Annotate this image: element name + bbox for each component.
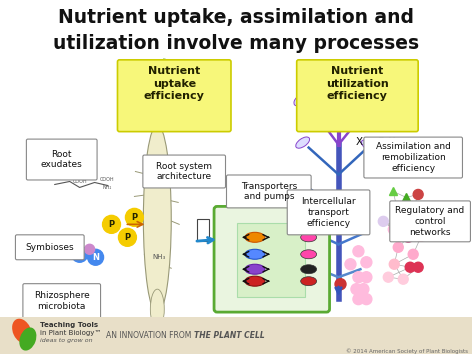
Circle shape	[421, 209, 431, 219]
FancyBboxPatch shape	[197, 219, 209, 241]
Text: N: N	[92, 253, 99, 262]
Ellipse shape	[61, 288, 79, 300]
Circle shape	[361, 257, 372, 268]
Circle shape	[408, 249, 418, 259]
Circle shape	[353, 246, 364, 257]
Circle shape	[413, 190, 423, 200]
Text: Assimilation and
remobilization
efficiency: Assimilation and remobilization efficien…	[376, 142, 451, 173]
Circle shape	[405, 262, 415, 272]
Circle shape	[72, 246, 88, 262]
Ellipse shape	[245, 249, 265, 259]
Text: Symbioses: Symbioses	[26, 243, 74, 252]
Ellipse shape	[362, 140, 375, 151]
Ellipse shape	[301, 265, 317, 274]
Ellipse shape	[245, 264, 265, 274]
Text: Root
exudates: Root exudates	[41, 150, 82, 169]
FancyBboxPatch shape	[390, 201, 470, 242]
Text: N: N	[76, 250, 83, 259]
FancyBboxPatch shape	[16, 235, 84, 260]
FancyBboxPatch shape	[297, 60, 418, 132]
Circle shape	[388, 224, 398, 234]
Circle shape	[413, 262, 423, 272]
Text: AN INNOVATION FROM: AN INNOVATION FROM	[106, 331, 194, 340]
Circle shape	[126, 208, 143, 226]
Circle shape	[88, 249, 103, 265]
Circle shape	[383, 272, 393, 282]
Circle shape	[345, 259, 356, 270]
Text: Teaching Tools: Teaching Tools	[40, 322, 98, 328]
Ellipse shape	[301, 277, 317, 286]
Text: Root system
architecture: Root system architecture	[156, 162, 212, 181]
Text: Regulatory and
control
networks: Regulatory and control networks	[395, 206, 465, 237]
Circle shape	[353, 272, 364, 283]
Circle shape	[393, 209, 403, 219]
Ellipse shape	[12, 319, 32, 343]
FancyBboxPatch shape	[143, 155, 226, 188]
Circle shape	[389, 259, 399, 269]
Circle shape	[335, 279, 346, 290]
Circle shape	[416, 231, 426, 241]
Ellipse shape	[296, 137, 310, 148]
Text: utilization involve many processes: utilization involve many processes	[53, 34, 419, 53]
Text: NH₂: NH₂	[103, 185, 112, 190]
Text: P: P	[124, 233, 130, 242]
Circle shape	[361, 272, 372, 283]
Circle shape	[353, 294, 364, 305]
Text: P: P	[131, 213, 137, 222]
Circle shape	[85, 244, 95, 254]
Text: Nutrient
uptake
efficiency: Nutrient uptake efficiency	[144, 66, 205, 102]
Ellipse shape	[365, 97, 379, 109]
Text: X → R-X →: X → R-X →	[356, 137, 407, 147]
Text: P: P	[109, 220, 115, 229]
Text: Nutrient uptake, assimilation and: Nutrient uptake, assimilation and	[58, 8, 414, 27]
Text: Rhizosphere
microbiota: Rhizosphere microbiota	[34, 291, 90, 311]
Text: COOH: COOH	[47, 176, 62, 181]
Text: © 2014 American Society of Plant Biologists: © 2014 American Society of Plant Biologi…	[346, 348, 468, 354]
Ellipse shape	[301, 233, 317, 242]
Ellipse shape	[301, 250, 317, 259]
Bar	[0, 317, 472, 354]
FancyBboxPatch shape	[27, 139, 97, 180]
FancyBboxPatch shape	[287, 190, 370, 235]
Circle shape	[118, 228, 137, 246]
Ellipse shape	[245, 232, 265, 242]
Text: Intercellular
transport
efficiency: Intercellular transport efficiency	[301, 197, 356, 228]
Ellipse shape	[143, 125, 171, 314]
Text: COOH: COOH	[100, 178, 115, 182]
Circle shape	[102, 215, 120, 233]
Circle shape	[408, 204, 418, 214]
Text: in Plant Biology™: in Plant Biology™	[40, 330, 101, 336]
Ellipse shape	[150, 289, 164, 329]
Circle shape	[378, 217, 388, 226]
Ellipse shape	[245, 276, 265, 286]
Circle shape	[403, 232, 413, 242]
FancyBboxPatch shape	[227, 175, 311, 208]
FancyBboxPatch shape	[364, 137, 463, 178]
Circle shape	[393, 242, 403, 252]
Ellipse shape	[294, 93, 308, 106]
FancyBboxPatch shape	[214, 206, 329, 312]
Text: ideas to grow on: ideas to grow on	[40, 338, 92, 343]
Text: NH₃: NH₃	[153, 254, 166, 260]
Circle shape	[398, 274, 408, 284]
Text: THE PLANT CELL: THE PLANT CELL	[194, 331, 265, 340]
FancyBboxPatch shape	[237, 223, 305, 297]
Ellipse shape	[19, 327, 36, 351]
Circle shape	[351, 284, 362, 295]
FancyBboxPatch shape	[23, 284, 100, 318]
Circle shape	[361, 294, 372, 305]
Circle shape	[358, 284, 369, 295]
Text: Transporters
and pumps: Transporters and pumps	[241, 181, 297, 201]
Text: COOH: COOH	[73, 180, 87, 185]
Text: Nutrient
utilization
efficiency: Nutrient utilization efficiency	[326, 66, 389, 102]
FancyBboxPatch shape	[118, 60, 231, 132]
